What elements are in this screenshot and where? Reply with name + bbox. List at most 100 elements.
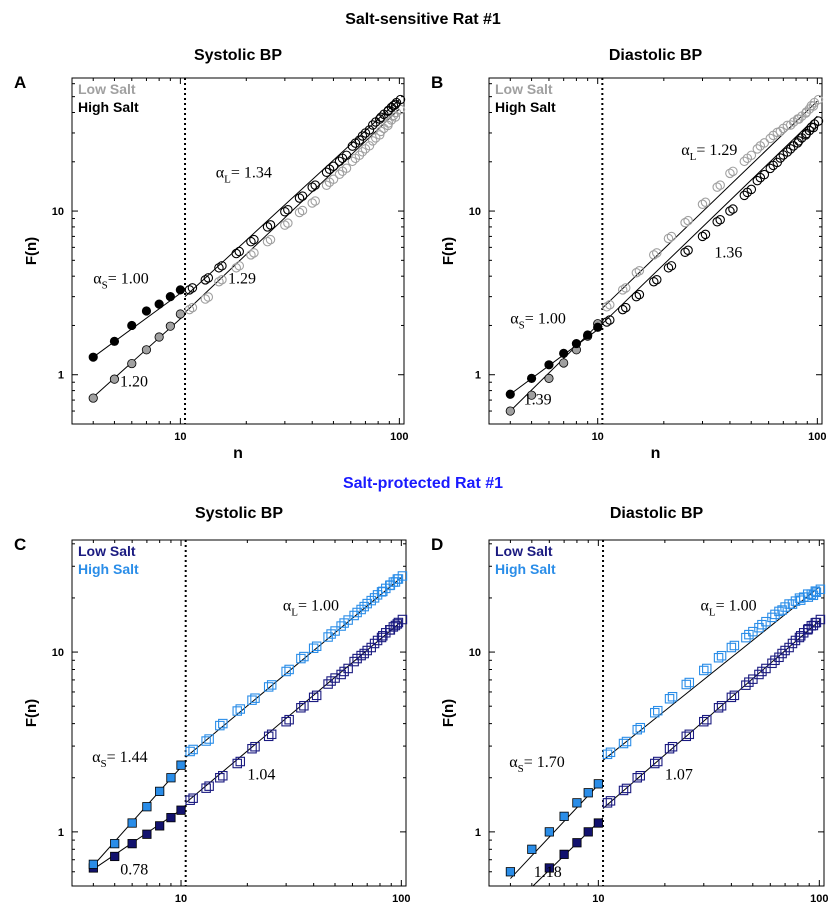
exponent-annotation: 0.78 [120,861,148,878]
exponent-annotation: αS= 1.44 [92,749,148,770]
long-range-point [795,631,806,641]
long-range-point [729,640,740,651]
long-range-point [702,714,712,725]
long-range-point [296,653,306,664]
y-axis-label: F(n) [23,699,40,727]
long-range-point [265,220,276,230]
long-range-point [330,673,340,683]
long-range-point [652,274,662,285]
short-range-point [110,839,120,849]
long-range-point [653,705,663,716]
long-range-point [185,746,195,757]
long-range-point [187,283,198,293]
long-range-point [803,592,814,602]
long-range-point [330,626,340,636]
long-range-point [364,125,375,135]
long-range-point [356,650,366,661]
long-range-point [250,741,260,752]
long-range-point [336,669,346,680]
short-range-point [109,374,120,384]
long-range-point [341,150,352,161]
long-range-point [184,285,195,295]
long-range-point [795,595,806,605]
long-range-point [785,120,796,130]
long-range-point [739,156,750,167]
long-range-point [280,207,290,217]
y-tick-label: 1 [475,827,481,839]
long-range-point [650,707,660,718]
short-range-point [88,393,98,403]
short-range-point [571,338,582,349]
long-range-point [801,128,812,139]
long-range-point [188,744,198,755]
long-range-point [681,731,692,742]
long-range-point [383,105,394,116]
panel-letter: B [431,73,443,92]
long-range-point [697,199,708,210]
plot-frame [71,539,407,887]
long-range-point [620,283,631,293]
long-range-point [680,217,690,228]
exponent-annotation: 1.39 [524,391,552,408]
y-tick-label: 10 [469,647,481,659]
long-range-point [310,196,320,206]
long-range-point [617,304,628,315]
short-range-point [155,821,165,831]
long-range-point [215,720,225,731]
long-range-point [602,302,612,312]
long-range-point [754,622,764,633]
long-range-point [635,722,646,733]
long-range-point [359,648,369,659]
long-range-point [715,215,725,225]
short-range-point [505,406,515,416]
long-range-point [247,695,257,705]
short-range-point [559,358,569,368]
long-range-point [681,679,692,690]
x-tick-label: 100 [810,893,828,905]
long-range-point [187,302,198,313]
y-tick-label: 1 [58,370,64,382]
exponent-annotation: αL= 1.00 [701,598,757,619]
long-range-point [632,772,643,783]
short-range-point [142,829,152,839]
long-range-point [354,150,365,161]
long-range-point [308,692,319,703]
long-range-point [397,614,408,625]
long-range-point [752,175,763,186]
legend-entry: High Salt [495,99,556,115]
long-range-point [663,263,674,273]
long-range-point [605,315,615,325]
long-range-point [395,104,406,115]
long-range-point [715,180,725,190]
long-range-point [323,679,333,689]
long-range-point [376,112,386,123]
long-range-point [390,99,401,110]
long-range-point [767,658,777,669]
long-range-point [201,736,211,746]
long-range-point [397,571,408,581]
long-range-point [602,317,612,327]
short-range-point [127,818,137,828]
panel-a: A Systolic BP 10 100 1 10 n F(n) Low Salt High Sa… [14,47,409,462]
panel-letter: C [14,535,26,554]
long-range-point [307,182,317,192]
long-range-point [283,205,293,215]
long-range-point [752,144,763,154]
long-range-point [712,182,722,192]
long-range-point [634,289,645,300]
legend-entry: High Salt [495,561,556,577]
long-range-point [321,167,332,178]
long-range-point [712,217,722,227]
long-range-point [299,701,309,711]
long-range-point [203,292,214,302]
long-range-point [385,580,396,590]
long-range-point [297,191,308,201]
long-range-point [782,147,793,157]
exponent-annotation: 1.20 [120,373,148,390]
long-range-point [299,651,309,662]
long-range-point [713,652,724,663]
long-range-point [367,136,378,146]
short-range-point [154,332,164,342]
long-range-point [728,166,738,177]
